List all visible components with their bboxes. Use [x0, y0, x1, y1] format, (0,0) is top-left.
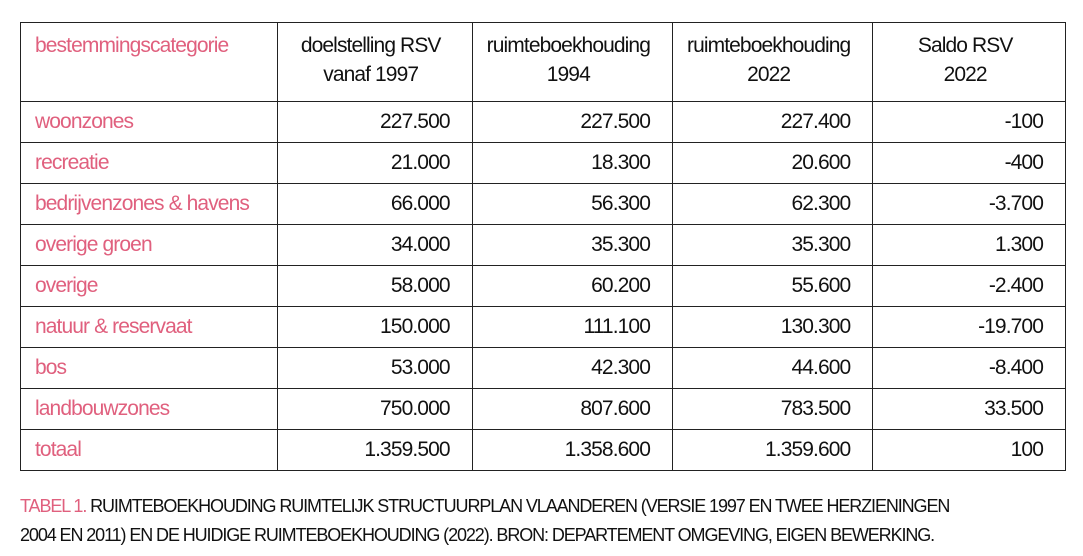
value-cell: 227.500	[471, 101, 673, 143]
table-row: recreatie 21.000 18.300 20.600 -400	[20, 142, 1066, 184]
value-cell: 66.000	[276, 183, 473, 225]
value-cell: 227.500	[276, 101, 473, 143]
column-header-text: vanaf 1997	[323, 63, 419, 86]
category-cell: overige	[20, 265, 278, 307]
value-cell: 33.500	[872, 388, 1066, 430]
value-cell: 1.359.500	[276, 429, 473, 471]
caption-line-2: 2004 EN 2011) EN DE HUIDIGE RUIMTEBOEKHO…	[20, 525, 935, 545]
value-cell: 35.300	[471, 224, 673, 266]
column-header: doelstelling RSV vanaf 1997	[276, 22, 473, 102]
column-header-text: ruimteboekhouding	[686, 34, 851, 57]
column-header-text: bestemmingscategorie	[35, 34, 229, 57]
value-cell: 1.358.600	[471, 429, 673, 471]
value-cell: 42.300	[471, 347, 673, 389]
value-cell: 21.000	[276, 142, 473, 184]
caption-label: TABEL 1.	[20, 496, 87, 516]
value-cell: 783.500	[671, 388, 874, 430]
column-header-text: ruimteboekhouding	[486, 34, 651, 57]
column-header-text: 2022	[943, 63, 988, 86]
category-cell: recreatie	[20, 142, 278, 184]
value-cell: 750.000	[276, 388, 473, 430]
value-cell: 35.300	[671, 224, 874, 266]
value-cell: 1.300	[872, 224, 1066, 266]
value-cell: 1.359.600	[671, 429, 874, 471]
value-cell: 100	[872, 429, 1066, 471]
table-row: totaal 1.359.500 1.358.600 1.359.600 100	[20, 429, 1066, 471]
value-cell: -100	[872, 101, 1066, 143]
column-header-text: 1994	[546, 63, 591, 86]
value-cell: -3.700	[872, 183, 1066, 225]
value-cell: -8.400	[872, 347, 1066, 389]
ruimteboekhouding-table: bestemmingscategorie doelstelling RSV vana…	[20, 22, 1066, 471]
category-cell: landbouwzones	[20, 388, 278, 430]
column-header-text: 2022	[747, 63, 791, 86]
table-row: woonzones 227.500 227.500 227.400 -100	[20, 101, 1066, 143]
value-cell: 150.000	[276, 306, 473, 348]
value-cell: 807.600	[471, 388, 673, 430]
value-cell: 111.100	[471, 306, 673, 348]
value-cell: 44.600	[671, 347, 874, 389]
column-header-text: Saldo RSV	[917, 34, 1014, 57]
value-cell: 227.400	[671, 101, 874, 143]
table-caption: TABEL 1. RUIMTEBOEKHOUDING RUIMTELIJK ST…	[20, 492, 950, 550]
category-cell: bedrijvenzones & havens	[20, 183, 278, 225]
value-cell: 56.300	[471, 183, 673, 225]
table-row: landbouwzones 750.000 807.600 783.500 33.500	[20, 388, 1066, 430]
category-cell: woonzones	[20, 101, 278, 143]
value-cell: -19.700	[872, 306, 1066, 348]
value-cell: 62.300	[671, 183, 874, 225]
column-header: ruimteboekhouding 1994	[471, 22, 673, 102]
header-row: bestemmingscategorie doelstelling RSV vana…	[20, 22, 1066, 102]
table-row: overige groen 34.000 35.300 35.300 1.300	[20, 224, 1066, 266]
category-cell: overige groen	[20, 224, 278, 266]
table-row: overige 58.000 60.200 55.600 -2.400	[20, 265, 1066, 307]
category-cell: natuur & reservaat	[20, 306, 278, 348]
value-cell: -2.400	[872, 265, 1066, 307]
category-cell: bos	[20, 347, 278, 389]
value-cell: 60.200	[471, 265, 673, 307]
caption-line-1: RUIMTEBOEKHOUDING RUIMTELIJK STRUCTUURPL…	[86, 496, 950, 516]
value-cell: 55.600	[671, 265, 874, 307]
table-row: natuur & reservaat 150.000 111.100 130.300-…	[20, 306, 1066, 348]
table-row: bedrijvenzones & havens 66.000 56.300 62.30…	[20, 183, 1066, 225]
value-cell: 58.000	[276, 265, 473, 307]
table-row: bos 53.000 42.300 44.600 -8.400	[20, 347, 1066, 389]
value-cell: 130.300	[671, 306, 874, 348]
value-cell: 53.000	[276, 347, 473, 389]
column-header: bestemmingscategorie	[20, 22, 278, 102]
value-cell: 18.300	[471, 142, 673, 184]
category-cell: totaal	[20, 429, 278, 471]
column-header: Saldo RSV 2022	[872, 22, 1066, 102]
value-cell: 34.000	[276, 224, 473, 266]
value-cell: -400	[872, 142, 1066, 184]
column-header: ruimteboekhouding 2022	[671, 22, 874, 102]
value-cell: 20.600	[671, 142, 874, 184]
column-header-text: doelstelling RSV	[300, 34, 442, 57]
